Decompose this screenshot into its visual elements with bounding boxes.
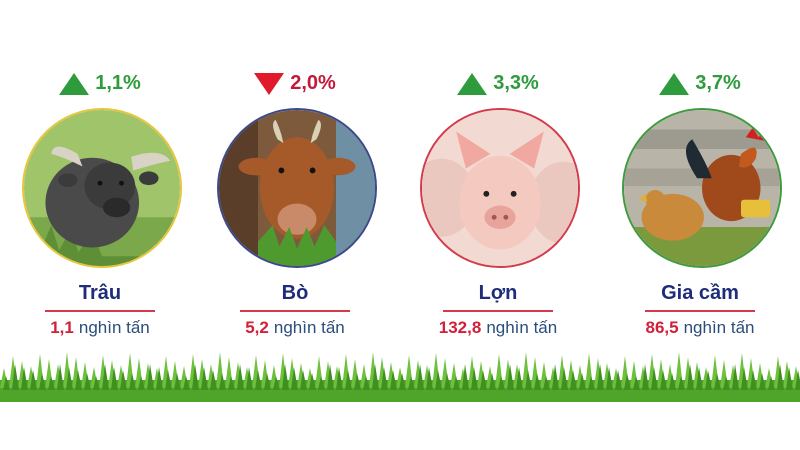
livestock-card-cow: 2,0% Bò 5,2 nghìn tấn (195, 0, 395, 360)
amount-unit: nghìn tấn (273, 318, 345, 337)
livestock-card-poultry: 3,7% Gia cầm 86,5 nghìn tấn (600, 0, 800, 360)
name-underline (240, 310, 350, 312)
change-indicator: 2,0% (195, 72, 395, 95)
animal-name: Trâu (78, 282, 122, 304)
amount: 1,1 nghìn tấn (0, 318, 200, 338)
name-underline (45, 310, 155, 312)
livestock-card-pig: 3,3% Lợn 132,8 nghìn tấn (398, 0, 598, 360)
change-value: 1,1% (95, 72, 141, 94)
livestock-card-buffalo: 1,1% Trâu 1,1 nghìn tấn (0, 0, 200, 360)
change-indicator: 1,1% (0, 72, 200, 95)
amount-value: 132,8 (438, 318, 482, 337)
amount-value: 1,1 (50, 318, 74, 337)
amount: 86,5 nghìn tấn (600, 318, 800, 338)
poultry-photo (622, 108, 782, 268)
amount: 5,2 nghìn tấn (195, 318, 395, 338)
amount-value: 86,5 (645, 318, 679, 337)
arrow-down-icon (254, 72, 285, 95)
buffalo-photo (22, 108, 182, 268)
amount-unit: nghìn tấn (486, 318, 558, 337)
name-underline (645, 310, 755, 312)
arrow-up-icon (457, 72, 488, 95)
amount-unit: nghìn tấn (78, 318, 150, 337)
pig-photo (420, 108, 580, 268)
animal-name: Lợn (478, 282, 518, 304)
change-indicator: 3,3% (398, 72, 598, 95)
animal-name: Bò (281, 282, 309, 304)
grass-decoration (0, 352, 800, 402)
change-value: 3,7% (695, 72, 741, 94)
animal-name: Gia cầm (661, 282, 739, 304)
amount-value: 5,2 (245, 318, 269, 337)
name-underline (443, 310, 553, 312)
arrow-up-icon (659, 72, 690, 95)
arrow-up-icon (59, 72, 90, 95)
amount: 132,8 nghìn tấn (398, 318, 598, 338)
amount-unit: nghìn tấn (683, 318, 755, 337)
change-value: 2,0% (290, 72, 336, 94)
change-value: 3,3% (493, 72, 539, 94)
change-indicator: 3,7% (600, 72, 800, 95)
cow-photo (217, 108, 377, 268)
